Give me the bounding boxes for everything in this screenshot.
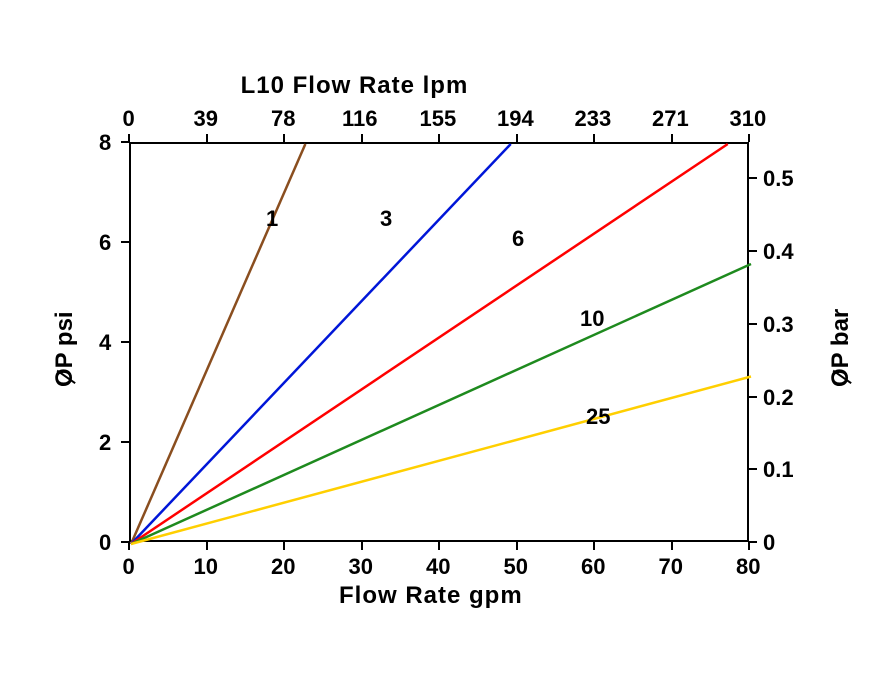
y-tick xyxy=(121,241,129,243)
right-y-tick xyxy=(749,396,757,398)
top-x-tick xyxy=(361,134,363,142)
series-line-1 xyxy=(131,144,305,544)
top-x-tick xyxy=(593,134,595,142)
right-y-tick xyxy=(749,250,757,252)
right-y-tick-label: 0.5 xyxy=(763,166,794,192)
right-y-tick-label: 0.4 xyxy=(763,239,794,265)
series-line-10 xyxy=(131,264,751,544)
x-tick xyxy=(438,542,440,550)
series-line-6 xyxy=(131,144,728,544)
x-tick xyxy=(128,542,130,550)
x-tick xyxy=(516,542,518,550)
chart-container: L10 Flow Rate lpm Flow Rate gpm OP psi O… xyxy=(0,0,874,678)
y-tick xyxy=(121,341,129,343)
y-right-label-text: P bar xyxy=(827,309,854,369)
y-axis-right-label: OP bar xyxy=(827,309,855,387)
top-x-tick-label: 116 xyxy=(342,106,378,132)
x-tick-label: 30 xyxy=(349,554,373,580)
series-lines xyxy=(131,144,751,544)
series-label-10: 10 xyxy=(580,306,604,332)
y-tick-label: 8 xyxy=(99,130,111,156)
right-y-tick-label: 0.3 xyxy=(763,312,794,338)
top-x-tick-label: 194 xyxy=(497,106,534,132)
x-tick-label: 0 xyxy=(123,554,135,580)
series-label-25: 25 xyxy=(586,404,610,430)
top-x-tick-label: 155 xyxy=(420,106,457,132)
series-line-25 xyxy=(131,377,751,545)
x-tick-label: 60 xyxy=(581,554,605,580)
x-tick-label: 10 xyxy=(194,554,218,580)
top-x-tick-label: 233 xyxy=(575,106,612,132)
right-y-tick xyxy=(749,541,757,543)
x-tick-label: 40 xyxy=(426,554,450,580)
top-x-tick xyxy=(516,134,518,142)
x-tick xyxy=(748,542,750,550)
x-axis-label: Flow Rate gpm xyxy=(339,582,523,610)
y-left-label-text: P psi xyxy=(51,311,78,368)
series-line-3 xyxy=(131,144,511,544)
right-y-tick-label: 0.2 xyxy=(763,385,794,411)
plot-area xyxy=(129,142,749,542)
top-x-tick-label: 271 xyxy=(652,106,689,132)
x-tick xyxy=(361,542,363,550)
top-x-tick-label: 0 xyxy=(123,106,135,132)
y-axis-left-label: OP psi xyxy=(51,311,79,387)
slashed-o-icon: O xyxy=(827,368,854,387)
x-tick xyxy=(283,542,285,550)
top-x-tick xyxy=(438,134,440,142)
y-tick xyxy=(121,541,129,543)
x-tick-label: 70 xyxy=(659,554,683,580)
x-tick xyxy=(671,542,673,550)
series-label-6: 6 xyxy=(512,226,524,252)
y-tick-label: 0 xyxy=(99,530,111,556)
right-y-tick-label: 0 xyxy=(763,530,775,556)
y-tick-label: 6 xyxy=(99,230,111,256)
y-tick-label: 4 xyxy=(99,330,111,356)
x-tick xyxy=(593,542,595,550)
top-x-tick-label: 39 xyxy=(194,106,218,132)
x-tick-label: 50 xyxy=(504,554,528,580)
top-axis-title: L10 Flow Rate lpm xyxy=(241,72,469,100)
right-y-tick xyxy=(749,177,757,179)
x-tick-label: 80 xyxy=(736,554,760,580)
x-tick xyxy=(206,542,208,550)
right-y-tick xyxy=(749,468,757,470)
top-x-tick xyxy=(748,134,750,142)
right-y-tick xyxy=(749,323,757,325)
series-label-1: 1 xyxy=(266,206,278,232)
x-tick-label: 20 xyxy=(271,554,295,580)
y-tick-label: 2 xyxy=(99,430,111,456)
top-x-tick-label: 78 xyxy=(271,106,295,132)
slashed-o-icon: O xyxy=(51,368,78,387)
top-x-tick xyxy=(128,134,130,142)
top-x-tick xyxy=(283,134,285,142)
right-y-tick-label: 0.1 xyxy=(763,457,794,483)
top-x-tick-label: 310 xyxy=(730,106,767,132)
y-tick xyxy=(121,441,129,443)
top-x-tick xyxy=(671,134,673,142)
series-label-3: 3 xyxy=(380,206,392,232)
top-x-tick xyxy=(206,134,208,142)
